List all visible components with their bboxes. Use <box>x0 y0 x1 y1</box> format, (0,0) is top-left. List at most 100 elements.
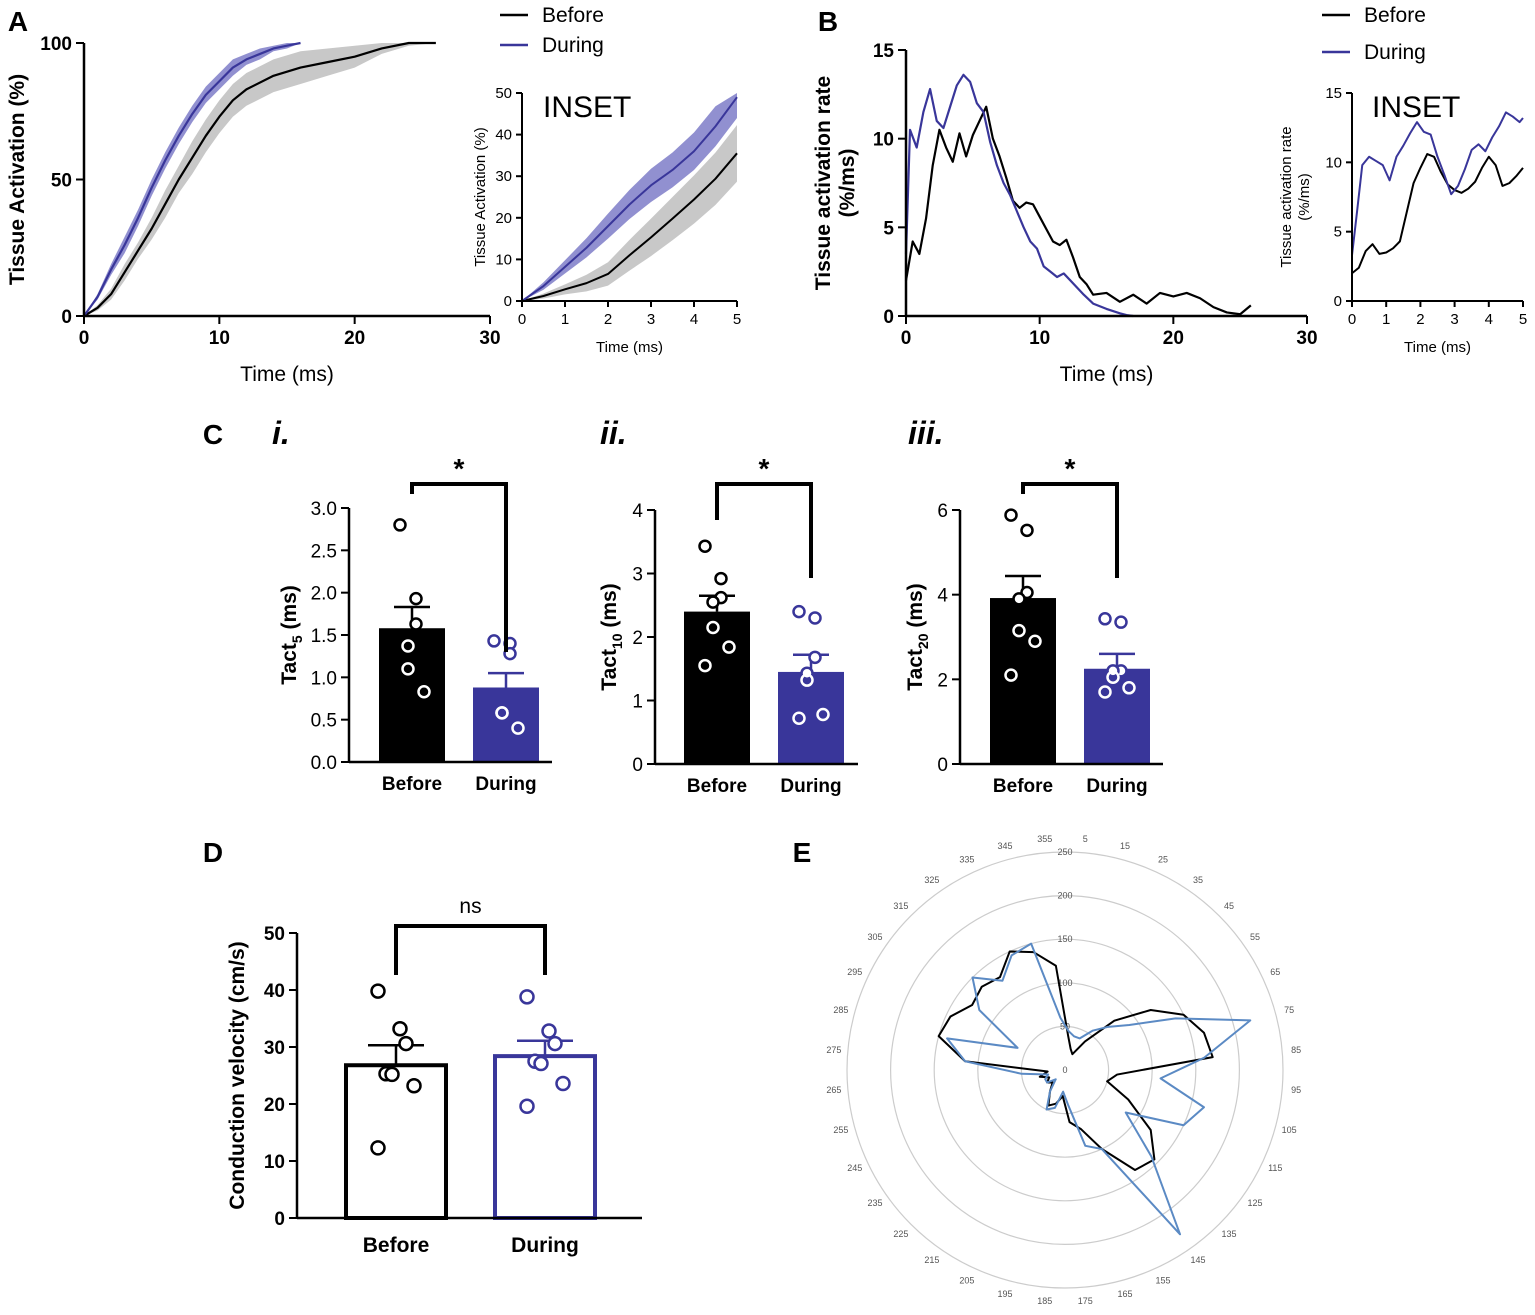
C_i-y-tick-label: 1.0 <box>311 668 337 689</box>
C_ii-point-during <box>808 650 822 665</box>
C_iii-point-before <box>1004 668 1018 682</box>
E-angle-label: 65 <box>1270 967 1280 977</box>
C_ii-y-axis-label: Tact10 (ms) <box>598 583 625 690</box>
C_iii-y-tick-label: 6 <box>937 501 948 522</box>
A_inset-series-during <box>521 96 738 302</box>
C_i-point-before <box>401 639 415 653</box>
D-point-during <box>519 989 535 1005</box>
C_iii-y-axis-label-unit: (ms) <box>904 583 927 633</box>
A_inset-band-before <box>522 125 737 301</box>
C_ii-chart: Before During 0 1 2 3 4 * Tact10 (ms) ii. <box>598 415 858 797</box>
C_i-y-axis-label-sub: 5 <box>289 635 305 643</box>
C_ii-bar-during <box>778 671 844 764</box>
C_ii-y-tick-label: 4 <box>632 501 643 522</box>
B_inset-title: INSET <box>1372 91 1460 124</box>
C_ii-point-during <box>792 711 806 726</box>
C_iii-bar-before <box>990 598 1056 764</box>
C_iii-point-before <box>1004 508 1018 522</box>
A_inset-y-tick-label: 30 <box>495 168 512 185</box>
C_i-chart: Before During 0.0 0.5 1.0 1.5 2.0 2.5 3.0 * Tact5 … <box>272 415 552 795</box>
E-angle-label: 285 <box>833 1005 848 1015</box>
C_i-y-tick-label: 0.0 <box>311 753 337 774</box>
C_i-y-tick-label: 2.0 <box>311 584 337 605</box>
B_inset-x-tick-label: 4 <box>1485 311 1493 328</box>
D-point-during <box>541 1023 557 1039</box>
E-radial-tick-label: 0 <box>1062 1065 1067 1075</box>
A_main-series-during <box>83 41 301 317</box>
C_ii-point-before <box>706 595 720 609</box>
D-significance-bracket <box>394 924 547 975</box>
E-chart: 0501001502002505152535455565758595105115… <box>826 834 1301 1306</box>
panel-label-d: D <box>203 837 223 868</box>
A_inset-y-tick-label: 0 <box>504 293 512 310</box>
E-series-before <box>937 950 1214 1172</box>
A_main-x-tick-label: 10 <box>209 328 230 349</box>
C_i-point-before <box>401 662 415 676</box>
B_inset-y-axis-label-line2: (%/ms) <box>1296 173 1313 221</box>
C_iii-point-during <box>1098 685 1112 699</box>
C_ii-point-before <box>698 539 712 553</box>
B_main-y-axis-label: Tissue activation rate(%/ms) <box>812 76 859 290</box>
A_inset-x-axis-label: Time (ms) <box>596 339 663 356</box>
C_i-category-label: During <box>475 774 536 795</box>
C_i-point-before <box>409 617 423 631</box>
B_main-y-axis-label-line1: Tissue activation rate <box>812 76 835 290</box>
B_inset-y-axis-label: Tissue activation rate(%/ms) <box>1278 126 1313 267</box>
E-angle-label: 295 <box>847 967 862 977</box>
C_ii-y-tick-label: 1 <box>632 692 643 713</box>
C_i-bar-during <box>473 687 539 762</box>
E-angle-label: 245 <box>847 1163 862 1173</box>
C_iii-y-tick-label: 0 <box>937 755 948 776</box>
E-angle-label: 45 <box>1224 901 1234 911</box>
E-angle-label: 95 <box>1291 1085 1301 1095</box>
D-point-during <box>533 1055 549 1072</box>
C_iii-point-during <box>1098 612 1112 626</box>
C_i-point-before <box>393 518 407 532</box>
panel-label-b: B <box>818 6 838 37</box>
D-point-before <box>370 1140 386 1156</box>
C_ii-y-tick-label: 0 <box>632 755 643 776</box>
C_i-y-tick-label: 2.5 <box>311 541 337 562</box>
E-angle-label: 195 <box>997 1289 1012 1299</box>
C_iii-category-label: Before <box>993 776 1053 797</box>
E-radial-tick-label: 250 <box>1057 847 1072 857</box>
C_i-category-label: Before <box>382 774 442 795</box>
panel-label-c: C <box>203 419 223 450</box>
A_main-x-axis-label: Time (ms) <box>240 363 334 386</box>
C_ii-category-label: Before <box>687 776 747 797</box>
B_inset-x-tick-label: 0 <box>1348 311 1356 328</box>
E-angle-label: 25 <box>1158 855 1168 865</box>
D-point-before <box>392 1021 408 1037</box>
E-angle-label: 75 <box>1284 1005 1294 1015</box>
D-y-tick-label: 20 <box>264 1095 285 1116</box>
E-angle-label: 165 <box>1118 1289 1133 1299</box>
B_main-x-axis-label: Time (ms) <box>1060 363 1154 386</box>
E-angle-label: 325 <box>924 875 939 885</box>
E-series-during <box>946 942 1252 1236</box>
D-y-tick-label: 30 <box>264 1038 285 1059</box>
B_main-x-tick-label: 20 <box>1163 328 1184 349</box>
B_inset-y-tick-label: 0 <box>1334 293 1342 310</box>
C_iii-point-during <box>1106 670 1120 684</box>
B_main-y-tick-label: 5 <box>883 218 894 239</box>
C_ii-point-before <box>706 620 720 635</box>
B_inset-series-before <box>1351 153 1524 275</box>
C_i-y-axis-label-main: Tact <box>278 643 301 685</box>
C_iii-y-axis-label-main: Tact <box>904 649 927 691</box>
D-y-tick-label: 50 <box>264 924 285 945</box>
E-angle-label: 105 <box>1282 1125 1297 1135</box>
C_iii-category-label: During <box>1086 776 1147 797</box>
C_i-point-during <box>511 721 525 735</box>
C_iii-y-axis-label: Tact20 (ms) <box>904 583 931 690</box>
E-grid-ring <box>889 894 1240 1245</box>
E-radial-tick-label: 200 <box>1057 891 1072 901</box>
B_inset-x-tick-label: 3 <box>1450 311 1458 328</box>
C_ii-point-before <box>698 658 712 673</box>
E-angle-label: 215 <box>924 1255 939 1265</box>
C_ii-y-axis-label-unit: (ms) <box>598 583 621 633</box>
B_inset-chart: 0 1 2 3 4 5 0 5 10 15 Time (ms) Tissue activation r… <box>1278 85 1527 356</box>
C_ii-point-before <box>722 640 736 654</box>
D-category-label: During <box>511 1234 579 1257</box>
